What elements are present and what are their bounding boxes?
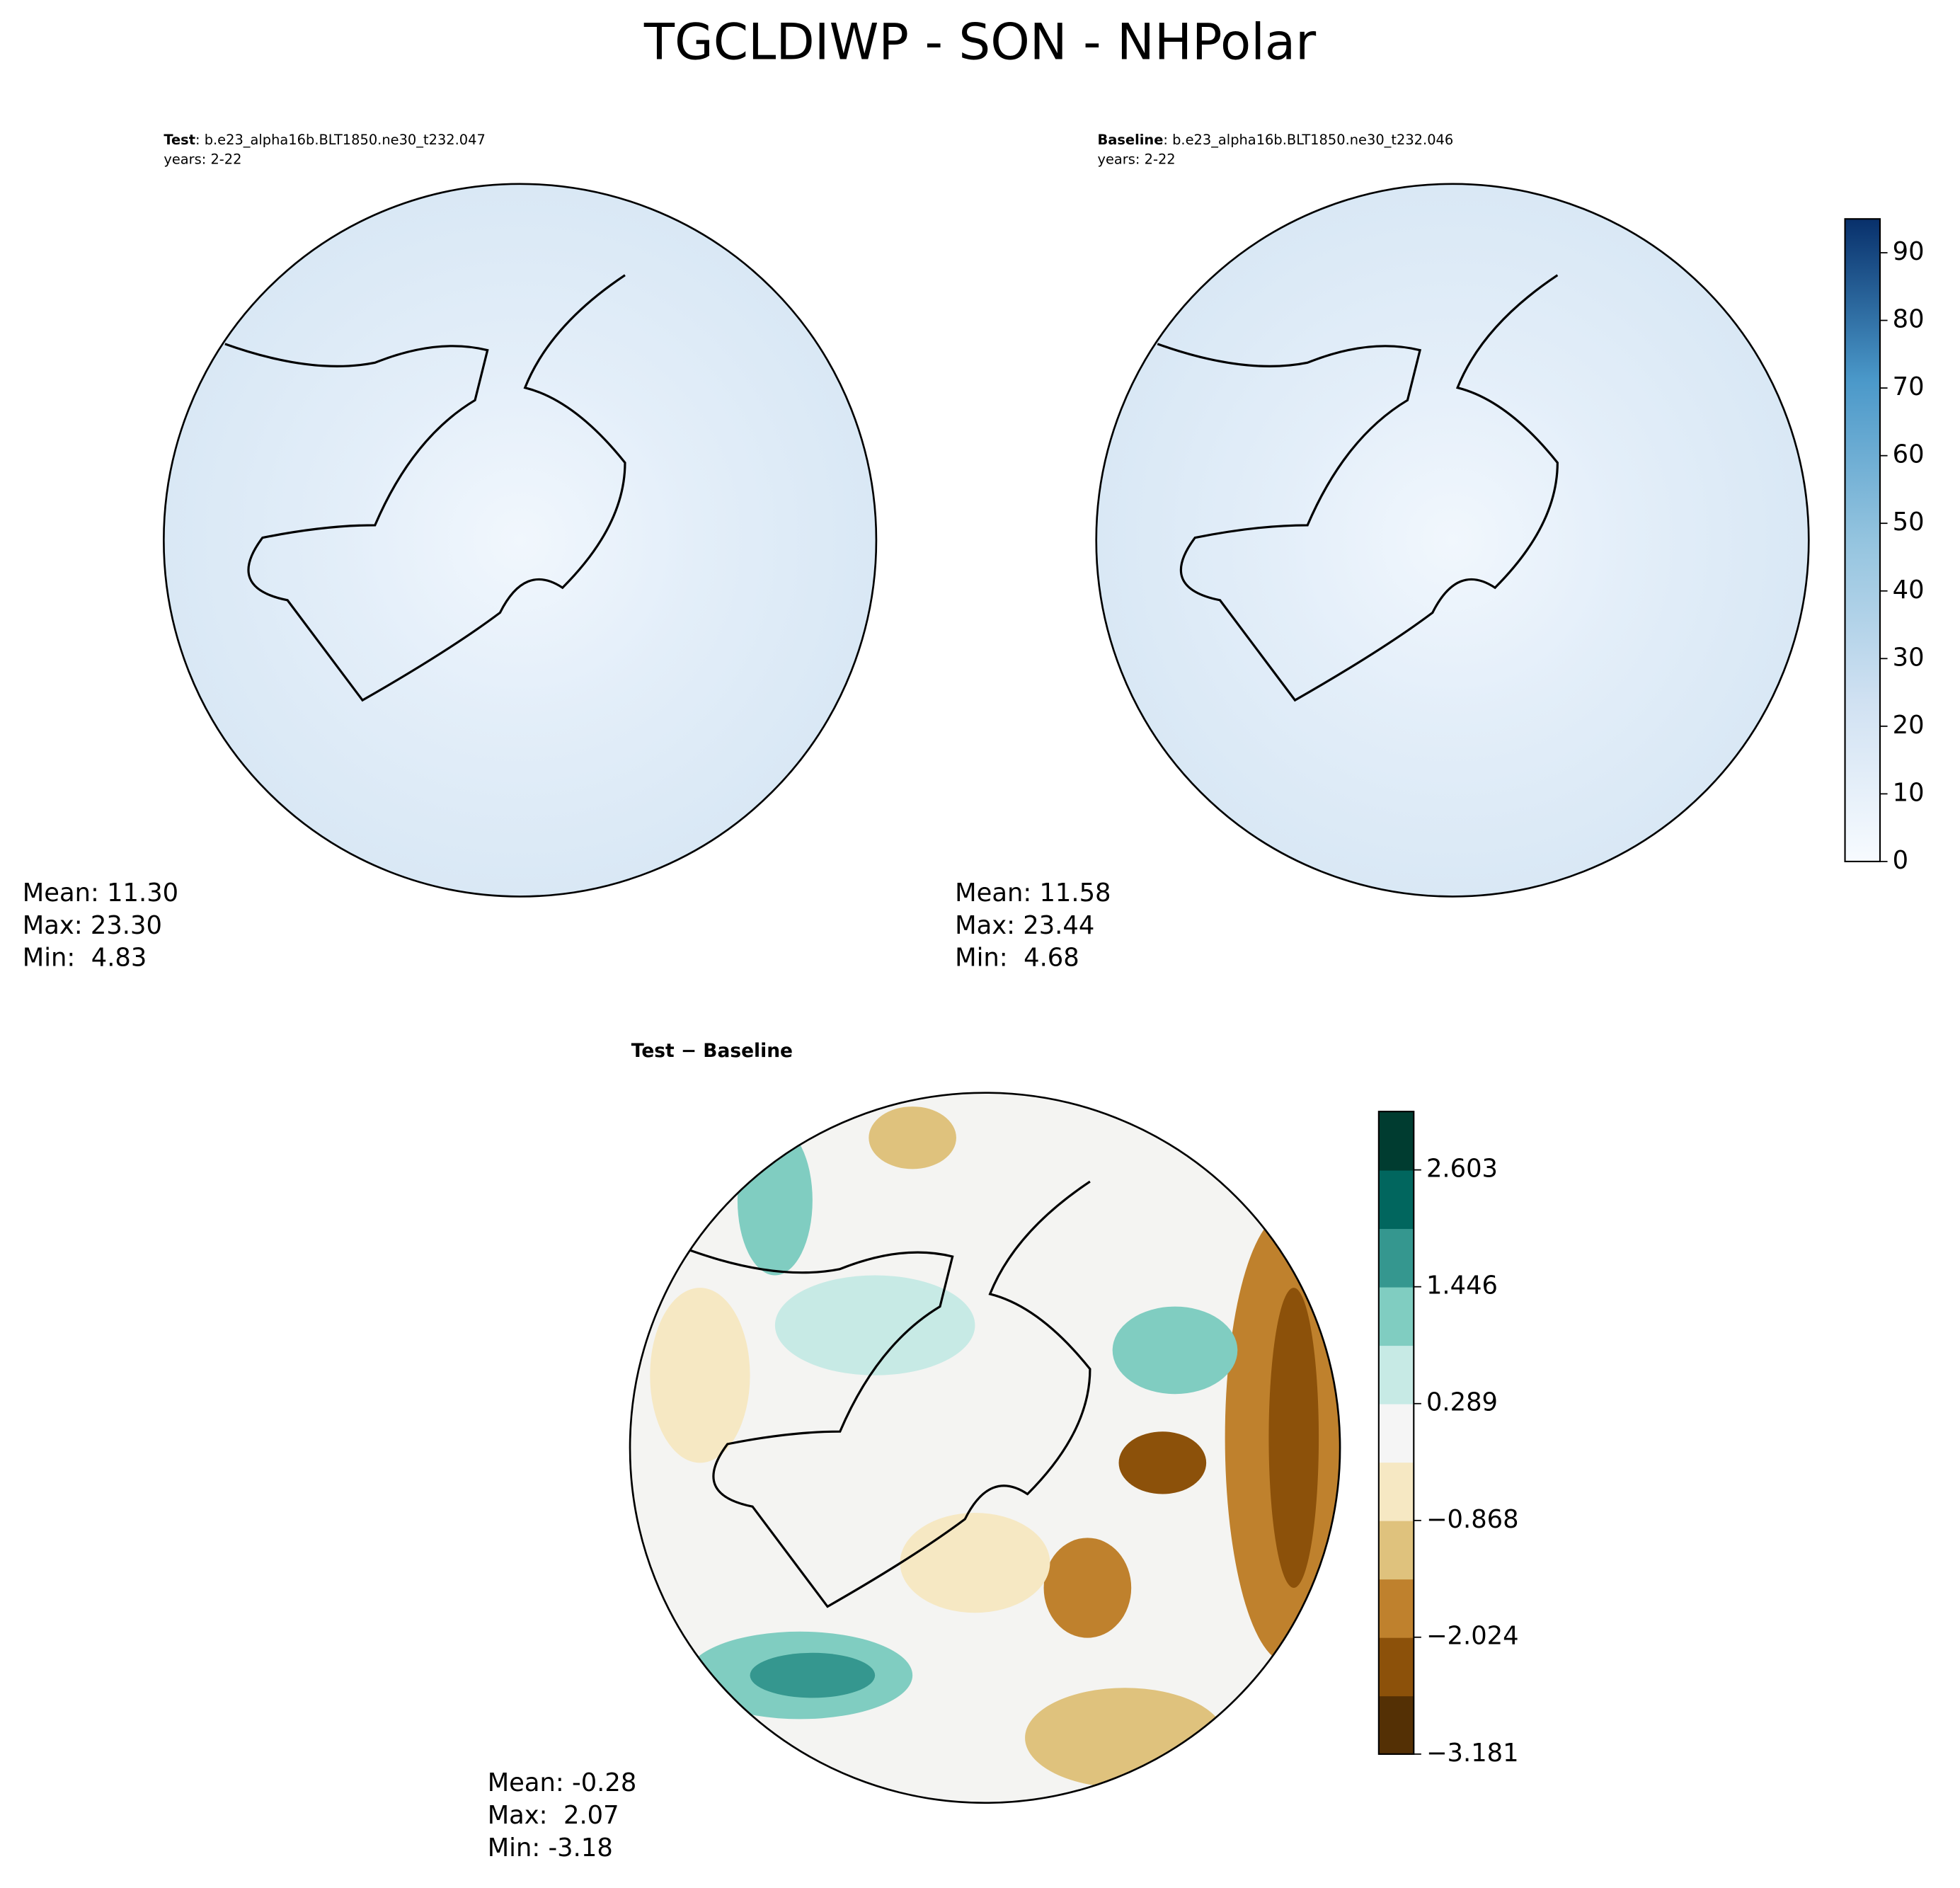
panel-stat: Min: 4.83 xyxy=(23,944,147,973)
panel-stat: Max: 23.30 xyxy=(23,911,162,940)
panel-case: : b.e23_alpha16b.BLT1850.ne30_t232.046 xyxy=(1163,131,1453,147)
panel-name: Test xyxy=(164,131,195,147)
colorbar-tick-label: 1.446 xyxy=(1426,1271,1498,1300)
colorbar xyxy=(1377,1111,1415,1755)
colorbar-tick-label: 20 xyxy=(1893,711,1925,740)
colorbar-swatch xyxy=(1378,1579,1414,1638)
colorbar-tick-label: 50 xyxy=(1893,508,1925,537)
colorbar-tick-label: 90 xyxy=(1893,237,1925,266)
colorbar-tick-label: −0.868 xyxy=(1426,1505,1519,1534)
colorbar-swatch xyxy=(1378,1520,1414,1580)
colorbar-swatch xyxy=(1378,1228,1414,1288)
colorbar-tick-label: 30 xyxy=(1893,643,1925,672)
map-border xyxy=(629,1092,1341,1804)
coastline xyxy=(1157,274,1559,702)
panel-name: Baseline xyxy=(1097,131,1163,147)
colorbar-tick-label: 0.289 xyxy=(1426,1388,1498,1417)
map xyxy=(1095,183,1810,898)
colorbar-swatch xyxy=(1378,1111,1414,1171)
panel-stat: Min: -3.18 xyxy=(488,1833,613,1863)
colorbar-tick-label: −2.024 xyxy=(1426,1622,1519,1651)
panel-case: : b.e23_alpha16b.BLT1850.ne30_t232.047 xyxy=(195,131,486,147)
coastline xyxy=(224,274,626,702)
colorbar-swatch xyxy=(1378,1695,1414,1755)
colorbar-tick-label: 70 xyxy=(1893,372,1925,401)
panel-stat: Max: 23.44 xyxy=(955,911,1094,940)
map xyxy=(630,1092,1341,1803)
colorbar-tick-label: 60 xyxy=(1893,440,1925,469)
panel-stat: Mean: 11.30 xyxy=(23,879,178,908)
colorbar-tick-label: 10 xyxy=(1893,778,1925,807)
colorbar-swatch xyxy=(1378,1169,1414,1230)
panel-stat: Max: 2.07 xyxy=(488,1801,619,1830)
colorbar-swatch xyxy=(1378,1462,1414,1521)
colorbar-tick-label: 80 xyxy=(1893,305,1925,334)
colorbar xyxy=(1844,218,1881,863)
panel-years: years: 2-22 xyxy=(164,151,241,168)
figure-title: TGCLDIWP - SON - NHPolar xyxy=(643,12,1317,71)
colorbar-tick-label: −3.181 xyxy=(1426,1739,1519,1768)
colorbar-swatch xyxy=(1378,1345,1414,1404)
panel-label: Test: b.e23_alpha16b.BLT1850.ne30_t232.0… xyxy=(164,131,486,147)
colorbar-swatch xyxy=(1378,1637,1414,1697)
colorbar-tick-label: 2.603 xyxy=(1426,1155,1498,1184)
panel-stat: Min: 4.68 xyxy=(955,944,1079,973)
panel-stat: Mean: -0.28 xyxy=(488,1768,637,1797)
colorbar-tick-label: 40 xyxy=(1893,576,1925,605)
map xyxy=(163,183,878,898)
panel-years: years: 2-22 xyxy=(1097,151,1175,168)
panel-label: Baseline: b.e23_alpha16b.BLT1850.ne30_t2… xyxy=(1097,131,1453,147)
coastline xyxy=(689,1180,1091,1608)
colorbar-swatch xyxy=(1378,1403,1414,1463)
panel-name: Test − Baseline xyxy=(631,1040,793,1062)
colorbar-tick-label: 0 xyxy=(1893,846,1908,875)
panel-stat: Mean: 11.58 xyxy=(955,879,1111,908)
colorbar-swatch xyxy=(1378,1286,1414,1346)
